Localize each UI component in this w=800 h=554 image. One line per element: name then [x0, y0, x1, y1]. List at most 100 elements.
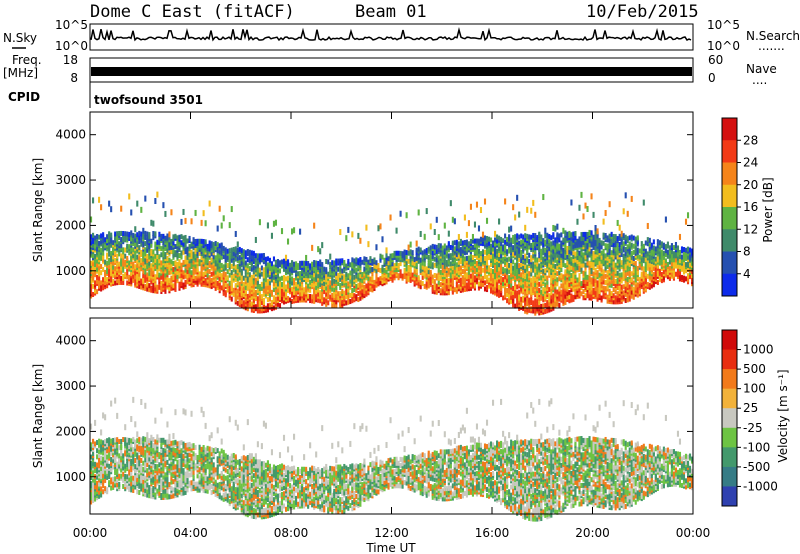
echo-cell	[540, 289, 543, 295]
echo-cell	[435, 273, 438, 279]
echo-cell	[178, 253, 181, 259]
nsky-strip-frame	[89, 23, 694, 51]
echo-cell	[417, 209, 420, 216]
echo-cell	[98, 234, 101, 240]
echo-cell	[656, 271, 659, 277]
echo-cell	[437, 275, 440, 281]
echo-cell	[524, 290, 527, 296]
echo-cell	[463, 256, 466, 262]
echo-cell	[528, 244, 531, 250]
echo-cell	[140, 249, 143, 255]
echo-cell	[98, 275, 101, 281]
echo-cell	[311, 298, 314, 304]
echo-cell	[427, 281, 430, 287]
echo-cell	[642, 199, 645, 206]
echo-cell	[291, 228, 294, 235]
echo-cell	[401, 273, 404, 279]
echo-cell	[403, 267, 406, 273]
echo-cell	[592, 277, 595, 283]
echo-cell	[347, 258, 350, 264]
echo-cell	[443, 255, 446, 261]
echo-cell	[562, 274, 565, 280]
echo-cell	[286, 275, 290, 281]
echo-cell	[222, 254, 225, 260]
echo-cell	[118, 273, 121, 279]
echo-cell	[648, 282, 651, 288]
freq-unit: [MHz]	[3, 66, 38, 80]
echo-cell	[652, 265, 655, 271]
echo-cell	[260, 281, 263, 287]
echo-cell	[321, 268, 324, 274]
echo-cell	[622, 271, 625, 277]
echo-cell	[106, 252, 109, 258]
echo-cell	[451, 250, 454, 256]
echo-cell	[391, 253, 394, 259]
echo-cell	[114, 241, 117, 247]
echo-cell	[317, 273, 320, 279]
echo-cell	[580, 266, 583, 272]
echo-cell	[429, 275, 432, 281]
echo-cell	[148, 260, 151, 266]
echo-cell	[276, 295, 280, 301]
echo-cell	[566, 290, 569, 296]
echo-cell	[610, 256, 613, 262]
echo-cell	[602, 289, 605, 295]
echo-cell	[628, 235, 631, 241]
echo-cell	[530, 277, 533, 283]
echo-cell	[447, 241, 450, 247]
echo-cell	[560, 283, 563, 289]
echo-cell	[558, 302, 561, 308]
echo-cell	[498, 256, 501, 262]
echo-cell	[614, 278, 617, 284]
echo-cell	[508, 256, 511, 262]
echo-cell	[178, 259, 181, 265]
echo-cell	[562, 290, 565, 296]
echo-cell	[369, 266, 372, 272]
echo-cell	[262, 271, 265, 277]
echo-cell	[437, 243, 440, 249]
echo-cell	[206, 256, 209, 262]
echo-cell	[202, 271, 205, 277]
echo-cell	[242, 261, 245, 267]
echo-cell	[180, 262, 183, 268]
echo-cell	[146, 280, 149, 286]
echo-cell	[646, 265, 649, 271]
echo-cell	[280, 228, 284, 235]
echo-cell	[156, 268, 159, 274]
echo-cell	[487, 255, 491, 261]
echo-cell	[369, 276, 372, 282]
echo-cell	[345, 300, 348, 306]
echo-cell	[90, 283, 93, 289]
echo-cell	[640, 271, 643, 277]
echo-cell	[429, 253, 432, 259]
echo-cell	[250, 266, 253, 272]
echo-cell	[242, 281, 245, 287]
echo-cell	[347, 299, 350, 305]
echo-cell	[608, 280, 611, 286]
echo-cell	[459, 247, 462, 253]
echo-cell	[572, 294, 575, 300]
cpid-value: twofsound 3501	[94, 93, 203, 107]
echo-cell	[226, 283, 229, 289]
echo-cell	[596, 280, 599, 286]
echo-cell	[662, 242, 665, 248]
echo-cell	[96, 266, 99, 272]
nsearch-tick-top: 10^5	[707, 18, 740, 32]
echo-cell	[148, 254, 151, 260]
echo-cell	[353, 293, 356, 299]
echo-cell	[453, 218, 456, 225]
echo-cell	[246, 293, 249, 299]
echo-cell	[218, 205, 221, 212]
echo-cell	[570, 240, 573, 246]
echo-cell	[214, 261, 217, 267]
echo-cell	[552, 244, 555, 250]
echo-cell	[315, 268, 318, 274]
echo-cell	[118, 279, 121, 285]
echo-cell	[379, 267, 382, 273]
echo-cell	[301, 277, 304, 283]
echo-cell	[656, 243, 659, 249]
echo-cell	[612, 254, 615, 260]
echo-cell	[574, 241, 577, 247]
echo-cell	[371, 258, 374, 264]
echo-cell	[506, 267, 509, 273]
